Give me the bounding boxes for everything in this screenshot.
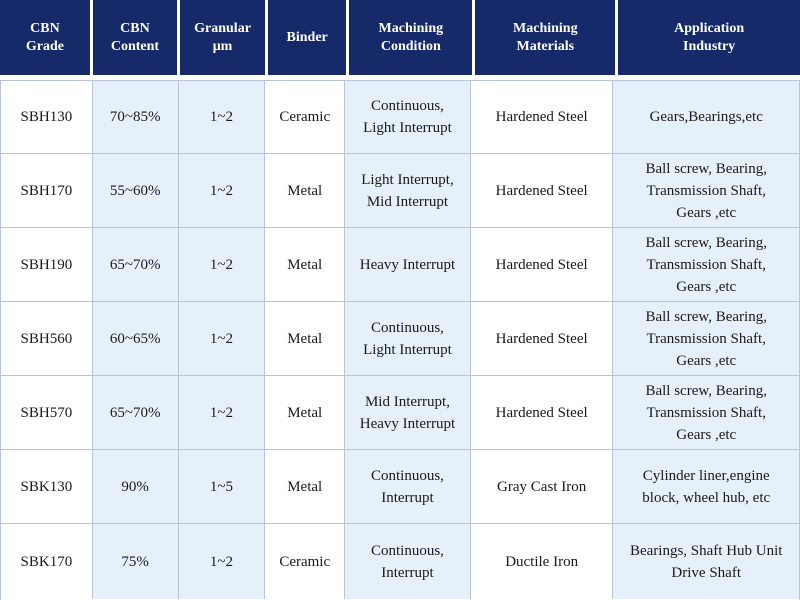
header-cbn-content: CBN Content xyxy=(92,0,177,75)
cell-granular: 1~2 xyxy=(178,376,266,449)
table-row: SBK170 75% 1~2 Ceramic Continuous, Inter… xyxy=(1,524,799,599)
cell-materials: Gray Cast Iron xyxy=(470,450,614,523)
cell-content: 65~70% xyxy=(92,228,179,301)
cell-industry: Ball screw, Bearing, Transmission Shaft,… xyxy=(613,154,799,227)
cell-industry: Ball screw, Bearing, Transmission Shaft,… xyxy=(613,302,799,375)
cell-binder: Metal xyxy=(265,302,346,375)
cell-content: 75% xyxy=(92,524,179,599)
header-cbn-grade: CBN Grade xyxy=(0,0,90,75)
table-row: SBH570 65~70% 1~2 Metal Mid Interrupt, H… xyxy=(1,376,799,450)
header-binder: Binder xyxy=(268,0,347,75)
cell-grade: SBH190 xyxy=(1,228,93,301)
table-body: SBH130 70~85% 1~2 Ceramic Continuous, Li… xyxy=(0,80,800,600)
cell-condition: Heavy Interrupt xyxy=(345,228,471,301)
cell-binder: Ceramic xyxy=(265,524,346,599)
cell-materials: Hardened Steel xyxy=(470,302,614,375)
cell-industry: Ball screw, Bearing, Transmission Shaft,… xyxy=(613,228,799,301)
table-row: SBH560 60~65% 1~2 Metal Continuous, Ligh… xyxy=(1,302,799,376)
cell-binder: Ceramic xyxy=(265,81,346,153)
cell-grade: SBH570 xyxy=(1,376,93,449)
cell-content: 60~65% xyxy=(92,302,179,375)
cell-materials: Hardened Steel xyxy=(470,154,614,227)
cell-grade: SBK170 xyxy=(1,524,93,599)
cell-granular: 1~2 xyxy=(178,302,266,375)
header-application-industry: Application Industry xyxy=(618,0,800,75)
cell-granular: 1~2 xyxy=(178,154,266,227)
header-granular: Granular μm xyxy=(180,0,266,75)
table-row: SBH190 65~70% 1~2 Metal Heavy Interrupt … xyxy=(1,228,799,302)
cell-granular: 1~2 xyxy=(178,524,266,599)
cell-materials: Ductile Iron xyxy=(470,524,614,599)
cell-industry: Ball screw, Bearing, Transmission Shaft,… xyxy=(613,376,799,449)
cell-grade: SBK130 xyxy=(1,450,93,523)
cell-materials: Hardened Steel xyxy=(470,376,614,449)
cell-binder: Metal xyxy=(265,228,346,301)
cell-grade: SBH560 xyxy=(1,302,93,375)
cell-materials: Hardened Steel xyxy=(470,228,614,301)
cell-grade: SBH130 xyxy=(1,81,93,153)
cell-condition: Light Interrupt, Mid Interrupt xyxy=(345,154,471,227)
header-machining-materials: Machining Materials xyxy=(475,0,616,75)
cell-content: 55~60% xyxy=(92,154,179,227)
table-row: SBK130 90% 1~5 Metal Continuous, Interru… xyxy=(1,450,799,524)
cell-industry: Bearings, Shaft Hub Unit Drive Shaft xyxy=(613,524,799,599)
cell-granular: 1~2 xyxy=(178,81,266,153)
cell-condition: Continuous, Interrupt xyxy=(345,450,471,523)
cell-industry: Gears,Bearings,etc xyxy=(613,81,799,153)
cell-condition: Continuous, Light Interrupt xyxy=(345,81,471,153)
cell-condition: Mid Interrupt, Heavy Interrupt xyxy=(345,376,471,449)
cell-binder: Metal xyxy=(265,450,346,523)
cell-granular: 1~2 xyxy=(178,228,266,301)
table-header: CBN Grade CBN Content Granular μm Binder… xyxy=(0,0,800,80)
cell-content: 90% xyxy=(92,450,179,523)
cell-granular: 1~5 xyxy=(178,450,266,523)
cell-content: 65~70% xyxy=(92,376,179,449)
cell-binder: Metal xyxy=(265,376,346,449)
cell-grade: SBH170 xyxy=(1,154,93,227)
header-machining-condition: Machining Condition xyxy=(349,0,473,75)
cell-industry: Cylinder liner,engine block, wheel hub, … xyxy=(613,450,799,523)
table-row: SBH170 55~60% 1~2 Metal Light Interrupt,… xyxy=(1,154,799,228)
cell-materials: Hardened Steel xyxy=(470,81,614,153)
cell-binder: Metal xyxy=(265,154,346,227)
cell-condition: Continuous, Interrupt xyxy=(345,524,471,599)
cell-condition: Continuous, Light Interrupt xyxy=(345,302,471,375)
cell-content: 70~85% xyxy=(92,81,179,153)
table-row: SBH130 70~85% 1~2 Ceramic Continuous, Li… xyxy=(1,80,799,154)
